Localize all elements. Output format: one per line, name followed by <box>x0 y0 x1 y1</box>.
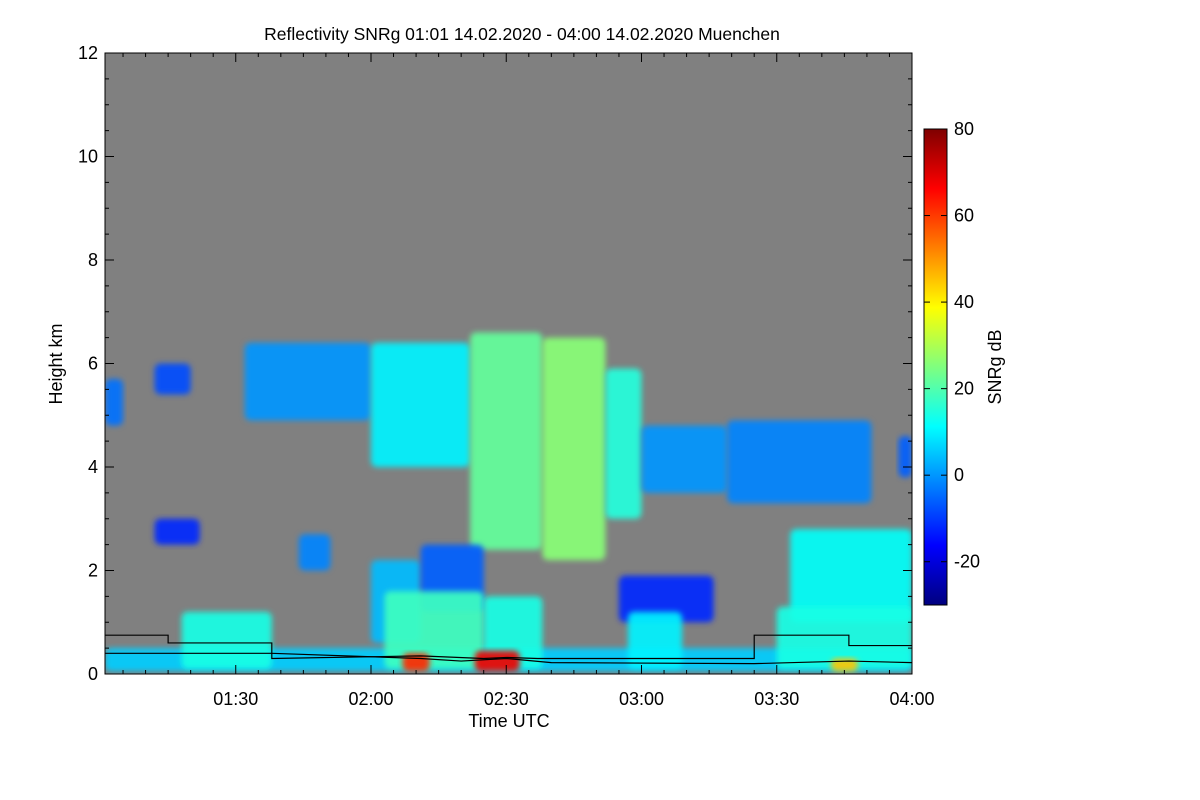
reflectivity-cell <box>105 379 124 426</box>
y-tick-label: 6 <box>88 354 98 374</box>
reflectivity-cell <box>181 611 272 669</box>
x-tick-label: 04:00 <box>889 689 934 709</box>
colorbar-label: SNRg dB <box>985 329 1005 404</box>
reflectivity-cell <box>384 591 484 669</box>
x-tick-label: 03:30 <box>754 689 799 709</box>
cloud-base-line <box>105 634 912 660</box>
colorbar <box>923 128 948 606</box>
x-axis-ticks: 01:30 02:00 02:30 03:00 03:30 04:00 <box>122 53 935 709</box>
x-axis-label: Time UTC <box>468 711 549 731</box>
reflectivity-cell <box>776 606 912 669</box>
y-tick-label: 8 <box>88 250 98 270</box>
cloud-base-lines <box>105 634 912 665</box>
reflectivity-cell <box>830 658 858 672</box>
y-tick-label: 10 <box>78 147 98 167</box>
x-tick-label: 03:00 <box>619 689 664 709</box>
colorbar-tick-label: -20 <box>954 552 980 572</box>
x-tick-label: 01:30 <box>213 689 258 709</box>
reflectivity-cell <box>727 420 872 504</box>
reflectivity-cell <box>470 332 543 550</box>
y-tick-label: 2 <box>88 561 98 581</box>
reflectivity-cell <box>627 611 683 669</box>
colorbar-tick-label: 40 <box>954 292 974 312</box>
chart-title: Reflectivity SNRg 01:01 14.02.2020 - 04:… <box>264 24 780 44</box>
reflectivity-field <box>105 332 912 672</box>
colorbar-tick-label: 20 <box>954 379 974 399</box>
reflectivity-cell <box>474 650 520 672</box>
reflectivity-cell <box>641 425 728 493</box>
y-axis-ticks: 0 2 4 6 8 10 12 <box>78 43 912 684</box>
reflectivity-cell <box>542 337 606 561</box>
colorbar-ticks: -20 0 20 40 60 80 <box>924 119 980 572</box>
x-tick-label: 02:00 <box>348 689 393 709</box>
colorbar-tick-label: 80 <box>954 119 974 139</box>
colorbar-tick-label: 0 <box>954 465 964 485</box>
reflectivity-cell <box>605 368 642 519</box>
y-tick-label: 12 <box>78 43 98 63</box>
x-tick-label: 02:30 <box>484 689 529 709</box>
reflectivity-cell <box>244 342 371 421</box>
cloud-base-line <box>105 652 912 665</box>
reflectivity-cell <box>370 342 471 467</box>
reflectivity-cell <box>618 575 714 623</box>
reflectivity-cell <box>298 534 331 571</box>
reflectivity-cell <box>790 529 912 623</box>
reflectivity-cell <box>154 518 200 545</box>
colorbar-tick-label: 60 <box>954 206 974 226</box>
reflectivity-cell <box>154 363 191 395</box>
y-tick-label: 4 <box>88 457 98 477</box>
y-axis-label: Height km <box>46 323 66 404</box>
reflectivity-cell <box>898 435 912 478</box>
y-tick-label: 0 <box>88 664 98 684</box>
